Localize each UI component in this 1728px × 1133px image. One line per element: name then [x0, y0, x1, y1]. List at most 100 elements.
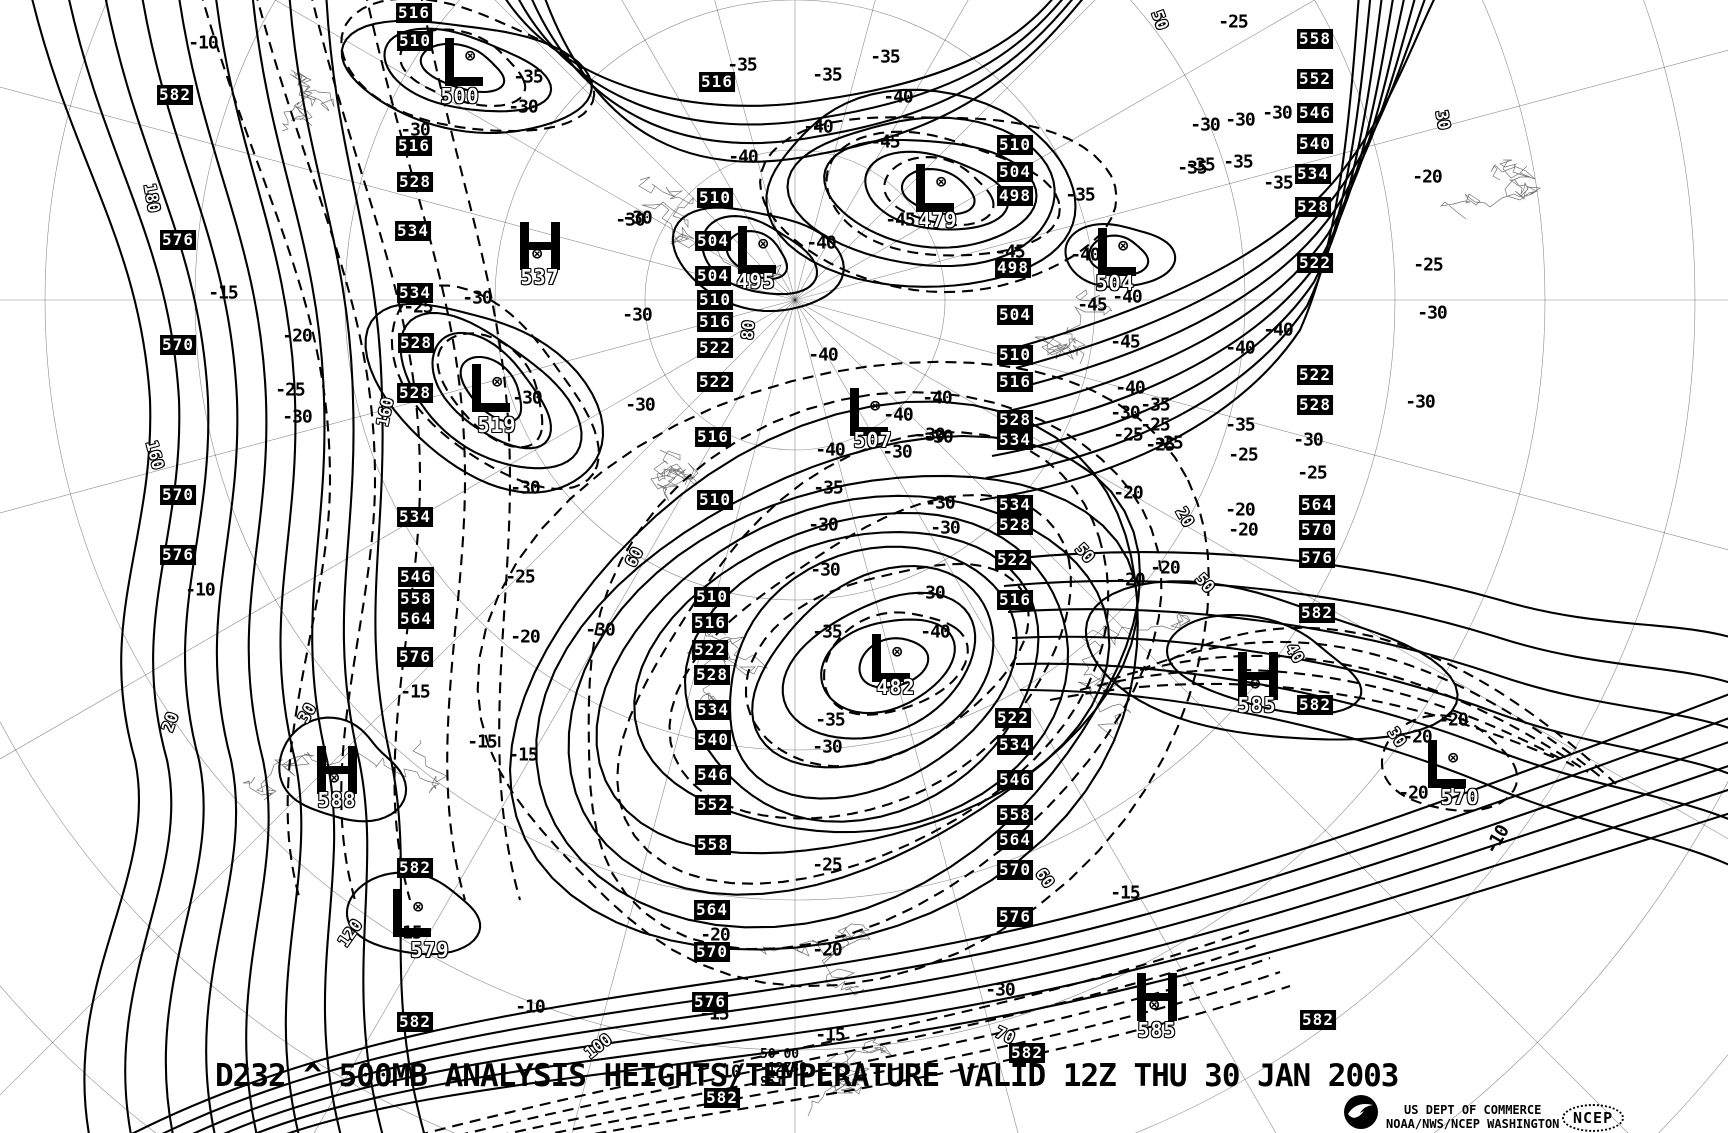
- height-value-label: 546: [997, 770, 1033, 790]
- circled-x-center-icon: ⊗: [492, 372, 503, 392]
- temperature-label: -30: [1405, 391, 1435, 413]
- temperature-label: -20: [700, 924, 730, 946]
- temperature-label: -25: [812, 854, 842, 876]
- temperature-label: -30: [625, 394, 655, 416]
- temperature-label: -20: [1412, 166, 1442, 188]
- high-center-marker: ⊗: [1238, 652, 1278, 700]
- h-glyph-bar: [1269, 652, 1278, 700]
- circled-x-center-icon: ⊗: [465, 46, 476, 66]
- temperature-label: -20: [1113, 482, 1143, 504]
- height-value-label: 534: [997, 495, 1033, 515]
- temperature-label: -40: [815, 439, 845, 461]
- temperature-label: -40: [728, 146, 758, 168]
- l-glyph-bar: [850, 427, 888, 436]
- temperature-label: -25: [505, 566, 535, 588]
- l-glyph-bar: [445, 77, 483, 86]
- temperature-label: -30: [1262, 102, 1292, 124]
- height-value-label: 528: [1295, 197, 1331, 217]
- agency-attribution: US DEPT OF COMMERCE NOAA/NWS/NCEP WASHIN…: [1386, 1103, 1559, 1131]
- height-value-label: 534: [1295, 164, 1331, 184]
- temperature-label: -35: [1065, 184, 1095, 206]
- h-glyph-bar: [1137, 973, 1146, 1021]
- height-value-label: 528: [997, 410, 1033, 430]
- temperature-label: -40: [883, 404, 913, 426]
- temperature-label: -20: [812, 939, 842, 961]
- height-value-label: 498: [997, 186, 1033, 206]
- height-value-label: 582: [1299, 603, 1335, 623]
- temperature-label: -20: [282, 325, 312, 347]
- low-center-value: 482: [876, 675, 916, 699]
- height-value-label: 516: [699, 72, 735, 92]
- low-center-marker: ⊗: [738, 226, 778, 274]
- low-center-value: 479: [918, 208, 958, 232]
- temperature-label: -40: [883, 86, 913, 108]
- temperature-label: -30: [1417, 302, 1447, 324]
- h-glyph-bar: [1247, 672, 1269, 680]
- longitude-label: 80: [737, 319, 759, 341]
- high-center-value: 537: [520, 265, 560, 289]
- height-value-label: 534: [695, 700, 731, 720]
- temperature-label: -20: [510, 626, 540, 648]
- low-center-marker: ⊗: [916, 164, 956, 212]
- h-glyph-bar: [348, 746, 357, 794]
- height-value-label: 504: [997, 162, 1033, 182]
- l-glyph-bar: [1428, 779, 1466, 788]
- l-glyph-bar: [472, 403, 510, 412]
- h-glyph-bar: [1168, 973, 1177, 1021]
- height-value-label: 522: [1297, 253, 1333, 273]
- station-data-line: SSI: [760, 1075, 784, 1090]
- l-glyph-bar: [1098, 228, 1107, 276]
- temperature-label: -45: [885, 209, 915, 231]
- station-data-line: 50 00: [760, 1047, 800, 1062]
- temperature-label: -45: [870, 131, 900, 153]
- circled-x-center-icon: ⊗: [892, 642, 903, 662]
- height-value-label: 510: [697, 490, 733, 510]
- h-glyph-bar: [1146, 993, 1168, 1001]
- h-glyph-bar: [1238, 652, 1247, 700]
- circled-x-center-icon: ⊗: [1118, 236, 1129, 256]
- height-value-label: 564: [398, 609, 434, 629]
- height-value-label: 528: [997, 515, 1033, 535]
- height-value-label: 510: [997, 345, 1033, 365]
- height-value-label: 552: [1297, 69, 1333, 89]
- noaa-logo: [1344, 1095, 1378, 1129]
- height-value-label: 576: [160, 230, 196, 250]
- chart-title: D232 ^ 500MB ANALYSIS HEIGHTS/TEMPERATUR…: [215, 1058, 1399, 1094]
- height-value-label: 564: [997, 830, 1033, 850]
- temperature-label: -10: [711, 1061, 741, 1083]
- low-center-marker: ⊗: [1428, 740, 1468, 788]
- height-value-label: 540: [1297, 134, 1333, 154]
- temperature-label: -40: [808, 344, 838, 366]
- height-value-label: 564: [694, 900, 730, 920]
- l-glyph-bar: [393, 889, 402, 937]
- temperature-label: -30: [400, 119, 430, 141]
- temperature-label: -35: [1185, 154, 1215, 176]
- temperature-label: -40: [922, 387, 952, 409]
- low-center-value: 495: [736, 269, 776, 293]
- temperature-label: -30: [985, 979, 1015, 1001]
- temperature-label: -20: [1438, 709, 1468, 731]
- temperature-label: -35: [1263, 172, 1293, 194]
- height-value-label: 522: [1297, 365, 1333, 385]
- l-glyph-bar: [445, 38, 454, 86]
- height-value-label: 546: [398, 567, 434, 587]
- l-glyph-bar: [1428, 740, 1437, 788]
- l-glyph-bar: [872, 673, 910, 682]
- h-glyph-bar: [520, 222, 529, 270]
- temperature-label: -30: [585, 619, 615, 641]
- height-value-label: 570: [160, 335, 196, 355]
- low-center-marker: ⊗: [1098, 228, 1138, 276]
- height-value-label: 528: [397, 383, 433, 403]
- ncep-logo: NCEP: [1562, 1104, 1625, 1132]
- temperature-label: -30: [615, 209, 645, 231]
- temperature-label: -35: [870, 46, 900, 68]
- temperature-label: -35: [727, 54, 757, 76]
- height-value-label: 576: [160, 545, 196, 565]
- temperature-label: -35: [1223, 151, 1253, 173]
- temperature-label: -30: [622, 207, 652, 229]
- station-data-line: -12Z30: [760, 1061, 807, 1076]
- temperature-label: -30: [282, 406, 312, 428]
- circled-x-center-icon: ⊗: [413, 897, 424, 917]
